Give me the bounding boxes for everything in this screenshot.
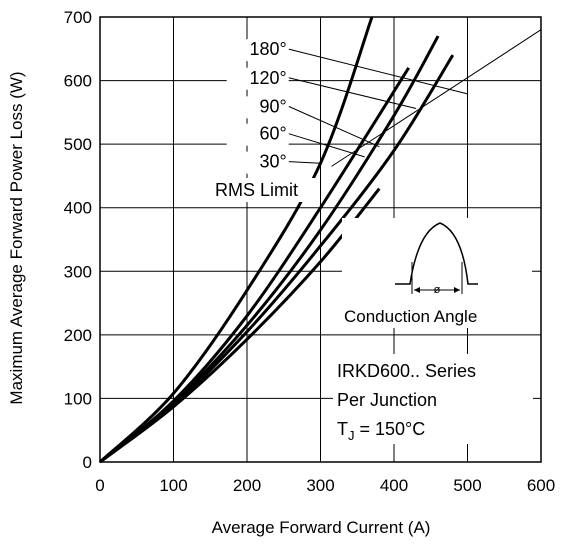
series-leader-line <box>288 77 417 110</box>
series-label: 120° <box>249 68 286 88</box>
tj-suffix: = 150°C <box>355 419 426 439</box>
y-tick-label: 600 <box>64 72 92 91</box>
y-tick-label: 200 <box>64 326 92 345</box>
y-tick-label: 400 <box>64 199 92 218</box>
x-tick-label: 600 <box>527 476 555 495</box>
series-leader-line <box>288 48 468 95</box>
series-label: 180° <box>249 39 286 59</box>
plot-area-border <box>99 16 542 463</box>
series-curves <box>98 16 542 464</box>
x-axis-label: Average Forward Current (A) <box>212 518 431 537</box>
y-tick-label: 500 <box>64 135 92 154</box>
x-tick-label: 300 <box>306 476 334 495</box>
x-tick-label: 200 <box>233 476 261 495</box>
rms-limit-label: RMS Limit <box>215 180 298 200</box>
series-label: 60° <box>259 124 286 144</box>
series-leader-line <box>288 161 321 164</box>
y-tick-labels: 0 100 200 300 400 500 600 700 <box>64 8 92 472</box>
series-label-background <box>226 39 289 62</box>
conduction-inset-background <box>342 218 532 328</box>
y-tick-label: 0 <box>83 453 92 472</box>
series-label-background <box>226 96 289 119</box>
series-label-background <box>226 123 289 146</box>
annotation-leader-lines <box>288 48 468 164</box>
tj-subscript: J <box>348 428 355 443</box>
x-tick-label: 500 <box>453 476 481 495</box>
device-series-text: IRKD600.. Series <box>337 361 476 381</box>
conduction-angle-label: Conduction Angle <box>344 307 477 326</box>
arrowhead-right <box>454 287 460 293</box>
series-label-background <box>226 151 289 174</box>
tj-prefix: T <box>337 419 348 439</box>
x-tick-label: 100 <box>159 476 187 495</box>
conduction-waveform <box>395 222 478 285</box>
plot-frame <box>99 16 542 463</box>
series-label: 30° <box>259 152 286 172</box>
y-tick-label: 300 <box>64 262 92 281</box>
rms-limit-label-background <box>212 178 320 202</box>
x-tick-label: 400 <box>380 476 408 495</box>
series-label: 90° <box>259 96 286 116</box>
conduction-angle-inset: ø Conduction Angle <box>342 218 532 328</box>
arrowhead-left <box>414 287 420 293</box>
x-tick-label: 0 <box>95 476 104 495</box>
y-tick-label: 700 <box>64 8 92 27</box>
series-leader-line <box>288 133 365 158</box>
conduction-angle-symbol: ø <box>434 284 441 296</box>
annotation-labels: 180° 120° 90° 60° 30° RMS Limit <box>212 39 320 202</box>
rms-limit-line <box>331 29 542 167</box>
series-leader-line <box>288 105 380 148</box>
y-axis-label: Maximum Average Forward Power Loss (W) <box>7 71 26 404</box>
junction-temperature-text: TJ = 150°C <box>337 419 425 443</box>
x-tick-labels: 0 100 200 300 400 500 600 <box>95 476 555 495</box>
series-line-30deg <box>98 16 374 464</box>
y-tick-label: 100 <box>64 389 92 408</box>
device-info-background <box>333 354 533 444</box>
device-info-block: IRKD600.. Series Per Junction TJ = 150°C <box>333 354 533 444</box>
series-label-background <box>226 67 289 90</box>
device-junction-text: Per Junction <box>337 390 437 410</box>
